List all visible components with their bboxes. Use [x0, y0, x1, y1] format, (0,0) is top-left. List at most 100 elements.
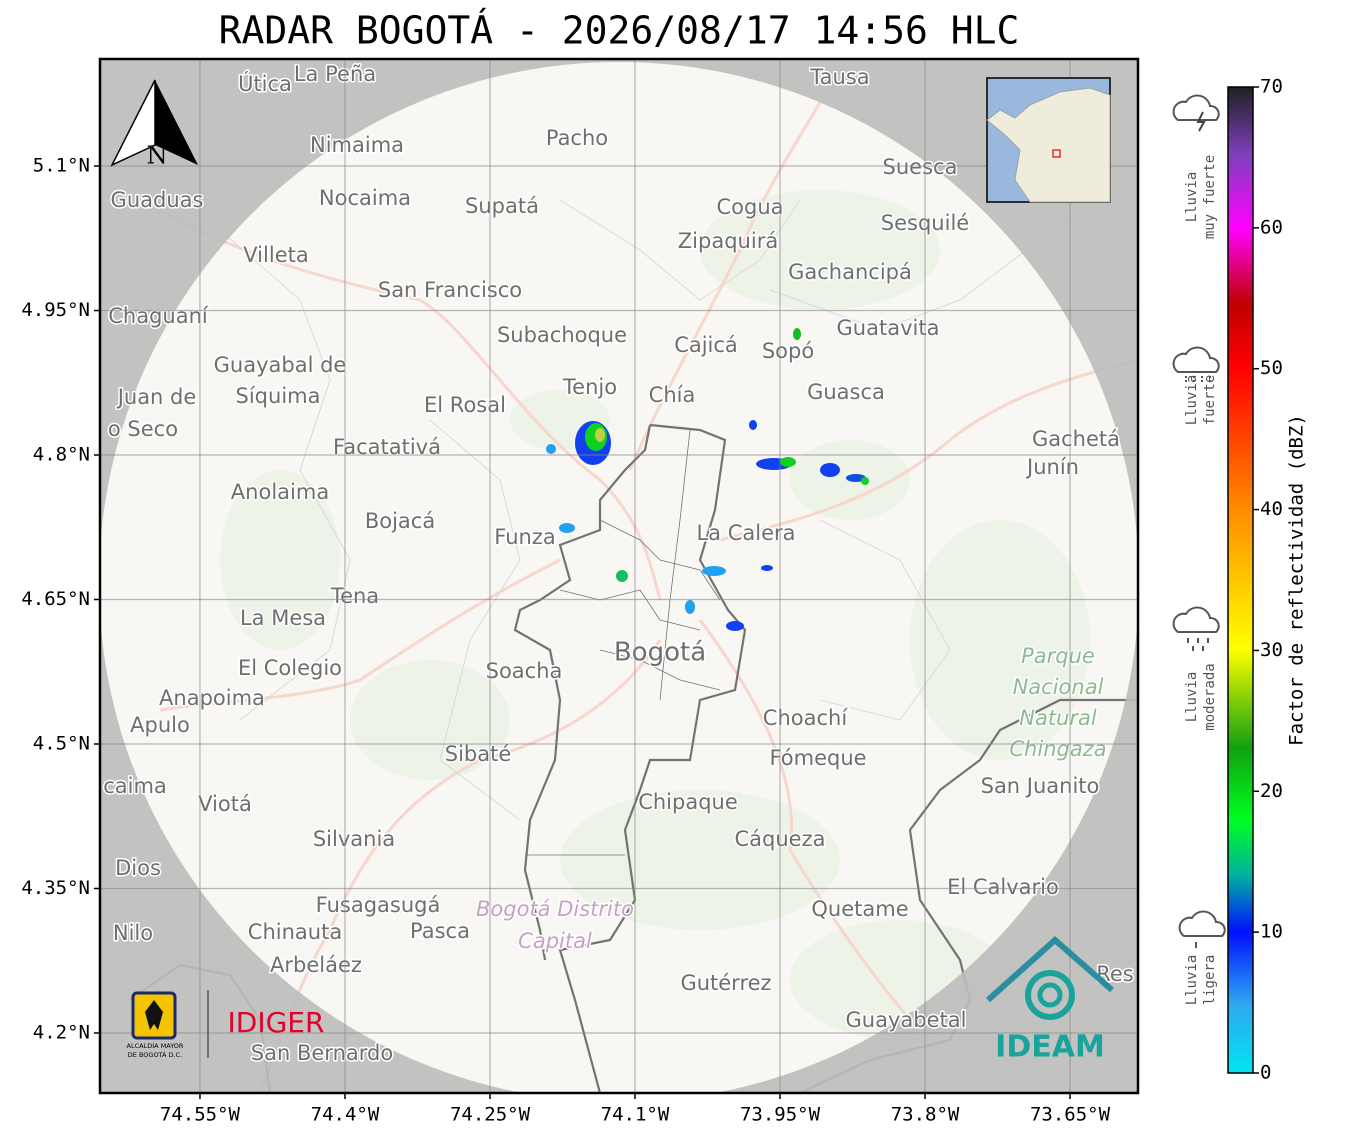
place-label: Guatavita [837, 316, 940, 340]
place-label: Cogua [716, 195, 783, 219]
place-label: Tausa [809, 65, 869, 89]
x-tick-label: 74.55°W [160, 1104, 241, 1126]
place-label: Síquima [236, 384, 321, 408]
park-label: Nacional [1013, 675, 1104, 699]
ideam-text: IDEAM [995, 1030, 1105, 1065]
place-label: Fómeque [769, 746, 866, 770]
rain-label: moderada [1202, 663, 1218, 730]
place-label: La Mesa [240, 606, 326, 630]
park-label: Chingaza [1009, 737, 1106, 761]
rain-label: Lluvia [1184, 955, 1200, 1006]
y-tick-label: 4.35°N [21, 877, 90, 899]
place-label: Silvania [313, 827, 395, 851]
colorbar-tick-label: 70 [1260, 76, 1283, 98]
rain-label: fuerte [1202, 375, 1218, 426]
place-label: Chía [649, 383, 696, 407]
place-label: La Peña [294, 62, 376, 86]
place-label: Choachí [763, 706, 849, 730]
park-label: Parque [1021, 644, 1095, 668]
place-label: Chinauta [248, 920, 342, 944]
colorbar-tick-label: 10 [1260, 921, 1283, 943]
place-label: o Seco [108, 417, 178, 441]
place-label: Arbeláez [270, 953, 362, 977]
place-label: Bogotá [614, 638, 706, 668]
place-label: Sopó [762, 339, 814, 363]
rain-label: Lluvia [1184, 172, 1200, 223]
place-label: Cajicá [674, 333, 738, 357]
x-tick-label: 74.25°W [450, 1104, 531, 1126]
inset-map [986, 77, 1111, 203]
y-tick-label: 4.95°N [21, 299, 90, 321]
place-label: Supatá [465, 194, 539, 218]
y-tick-label: 4.65°N [21, 588, 90, 610]
place-label: El Rosal [424, 393, 506, 417]
place-label: Guayabetal [846, 1008, 967, 1032]
axes: 74.55°W 74.4°W 74.25°W 74.1°W 73.95°W 73.8°W 7… [21, 155, 1110, 1126]
north-arrow: N [110, 79, 198, 170]
place-label: Juan de [116, 385, 197, 409]
place-label: Pacho [546, 126, 608, 150]
place-label: San Juanito [981, 774, 1100, 798]
map-frame [98, 57, 1140, 1095]
place-label: Guayabal de [214, 353, 347, 377]
place-label: Quetame [811, 897, 908, 921]
place-label: Viotá [198, 792, 252, 816]
place-label: Soacha [486, 659, 563, 683]
district-label: Capital [518, 929, 592, 953]
place-label: Guaduas [111, 188, 204, 212]
place-label: Nimaima [310, 133, 404, 157]
place-label: Chaguaní [108, 304, 209, 328]
district-label: Bogotá Distrito [476, 897, 634, 921]
rain-label: Lluvia [1184, 672, 1200, 723]
colorbar-tick-label: 60 [1260, 216, 1283, 238]
place-label: caima [103, 774, 167, 798]
rain-label: Lluvia [1184, 375, 1200, 426]
rain-label: ligera [1202, 955, 1218, 1006]
place-labels: Útica La Peña Tausa Pacho Nimaima Guaduas Noca… [102, 61, 1136, 1067]
place-label: Tena [330, 584, 379, 608]
place-label: Gachetá [1032, 427, 1120, 451]
place-label: Pasca [410, 919, 470, 943]
y-tick-label: 4.5°N [33, 732, 90, 754]
place-label: Sibaté [445, 742, 512, 766]
place-label: Villeta [243, 243, 308, 267]
place-label: Gutérrez [680, 971, 771, 995]
place-label: Junín [1025, 455, 1079, 479]
place-label: Dios [115, 856, 161, 880]
x-tick-label: 73.65°W [1030, 1104, 1111, 1126]
alcaldia-text: ALCALDÍA MAYOR [127, 1041, 184, 1050]
x-tick-label: 74.4°W [311, 1104, 380, 1126]
place-label: Fusagasugá [316, 893, 441, 917]
place-label: Zipaquirá [678, 229, 778, 253]
colorbar [1227, 86, 1254, 1074]
place-label: Subachoque [497, 323, 627, 347]
y-tick-label: 4.8°N [33, 444, 90, 466]
x-tick-label: 73.8°W [891, 1104, 960, 1126]
place-label: Anapoima [159, 686, 265, 710]
idiger-logo: IDIGER [228, 1006, 325, 1039]
colorbar-tick-label: 0 [1260, 1062, 1271, 1084]
rain-label: muy fuerte [1202, 155, 1218, 239]
colorbar-tick-label: 40 [1260, 498, 1283, 520]
weather-icons [1172, 94, 1226, 948]
alcaldia-text: DE BOGOTÁ D.C. [128, 1050, 182, 1059]
place-label: Apulo [130, 713, 190, 737]
place-label: Chipaque [638, 790, 738, 814]
place-label: El Calvario [947, 875, 1059, 899]
colorbar-tick-label: 30 [1260, 639, 1283, 661]
alcaldia-logo: ALCALDÍA MAYOR DE BOGOTÁ D.C. [127, 990, 209, 1059]
colorbar-tick-label: 20 [1260, 780, 1283, 802]
graticule [100, 59, 1138, 1093]
place-label: Suesca [883, 155, 958, 179]
title: RADAR BOGOTÁ - 2026/08/17 14:56 HLC [219, 9, 1020, 53]
place-label: La Calera [696, 521, 795, 545]
place-label: San Francisco [378, 278, 522, 302]
colorbar-tick-label: 50 [1260, 357, 1283, 379]
ideam-logo: IDEAM [985, 935, 1114, 1065]
radar-echoes [546, 328, 869, 631]
place-label: Guasca [807, 380, 885, 404]
place-label: Anolaima [231, 480, 329, 504]
radar-range [100, 62, 1138, 1093]
